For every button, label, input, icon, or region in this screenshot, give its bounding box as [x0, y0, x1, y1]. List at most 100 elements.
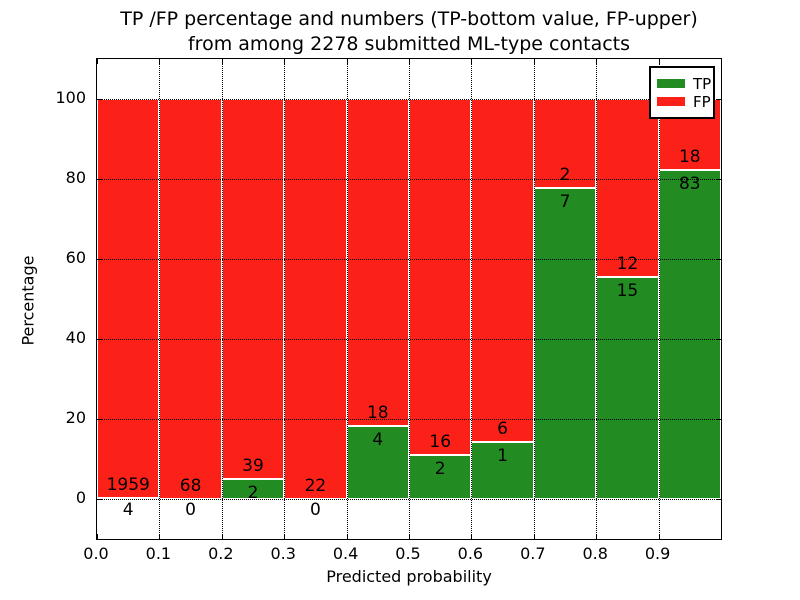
x-tick-mark-top — [97, 59, 98, 64]
y-tick-mark-right — [716, 339, 721, 340]
x-tick-label: 0.1 — [145, 544, 172, 563]
x-tick-mark — [346, 534, 348, 539]
plot-inner: 1959 4 68 0 39 2 22 0 18 4 16 2 6 1 2 7 12 15 18 83 TP FP — [97, 59, 721, 539]
x-tick-label: 0.9 — [644, 544, 671, 563]
tp-count-label: 0 — [309, 500, 321, 520]
x-tick-label: 0.0 — [83, 544, 109, 563]
fp-count-label: 39 — [242, 456, 264, 477]
x-tick-mark-top — [159, 59, 161, 64]
tp-count-label: 4 — [122, 500, 134, 520]
y-tick-mark-right — [716, 179, 721, 180]
vertical-gridline — [409, 59, 410, 539]
tp-count-label: 83 — [678, 174, 701, 195]
fp-legend-swatch — [657, 97, 685, 106]
tp-count-label: 2 — [434, 458, 446, 479]
bar-segment-tp — [533, 187, 597, 499]
legend: TP FP — [649, 66, 715, 119]
x-axis-label: Predicted probability — [326, 567, 492, 586]
bar-segment-tp — [409, 454, 472, 499]
tp-legend-label: TP — [693, 74, 712, 93]
vertical-gridline — [533, 59, 535, 539]
x-tick-mark-top — [658, 59, 660, 64]
x-tick-mark — [533, 534, 535, 539]
x-tick-mark-top — [409, 59, 410, 64]
tp-count-label: 1 — [497, 445, 508, 466]
vertical-gridline — [284, 59, 286, 539]
bar-segment-tp — [471, 441, 534, 499]
y-tick-label: 0 — [75, 488, 86, 507]
x-tick-mark-top — [284, 59, 286, 64]
y-tick-mark-right — [716, 99, 721, 100]
y-tick-mark-right — [716, 419, 721, 420]
y-tick-label: 40 — [65, 328, 86, 347]
y-tick-label: 80 — [65, 168, 86, 187]
x-tick-mark-top — [533, 59, 535, 64]
x-tick-label: 0.3 — [270, 544, 296, 563]
bar-segment-fp — [409, 99, 472, 455]
fp-count-label: 12 — [616, 253, 639, 274]
chart-title-line2: from among 2278 submitted ML-type contac… — [187, 33, 631, 55]
legend-row-tp: TP — [657, 75, 713, 92]
bar-segment-fp — [97, 99, 160, 499]
vertical-gridline — [471, 59, 473, 539]
x-tick-mark-top — [221, 59, 223, 64]
x-tick-mark-top — [596, 59, 598, 64]
y-tick-mark-right — [716, 259, 721, 260]
y-axis-label: Percentage — [18, 255, 38, 346]
y-tick-mark — [97, 99, 102, 100]
bar-segment-fp — [346, 99, 409, 427]
x-tick-mark — [658, 534, 660, 539]
fp-count-label: 18 — [366, 403, 389, 424]
x-tick-label: 0.6 — [457, 544, 484, 563]
horizontal-gridline — [97, 499, 721, 500]
y-tick-label: 20 — [65, 408, 86, 427]
tp-count-label: 2 — [247, 483, 259, 504]
horizontal-gridline — [97, 419, 721, 420]
y-tick-mark-right — [716, 499, 721, 500]
fp-count-label: 18 — [678, 147, 701, 168]
x-tick-mark — [409, 534, 410, 539]
vertical-gridline — [159, 59, 161, 539]
fp-legend-label: FP — [693, 92, 711, 111]
fp-count-label: 68 — [179, 476, 202, 496]
x-tick-label: 0.2 — [208, 544, 234, 563]
vertical-gridline — [658, 59, 660, 539]
bar-segment-fp — [596, 99, 659, 277]
bar-segment-fp — [159, 99, 222, 499]
fp-count-label: 2 — [559, 164, 571, 185]
fp-count-label: 22 — [304, 476, 327, 496]
bar-segment-tp — [658, 170, 721, 499]
x-tick-mark — [596, 534, 598, 539]
chart-title: TP /FP percentage and numbers (TP-bottom… — [9, 7, 800, 57]
x-tick-label: 0.7 — [520, 544, 546, 563]
y-tick-label: 100 — [55, 88, 86, 107]
x-tick-label: 0.8 — [582, 544, 608, 563]
tp-count-label: 4 — [372, 430, 384, 451]
x-tick-mark — [284, 534, 286, 539]
tp-count-label: 7 — [559, 191, 571, 212]
horizontal-gridline — [97, 339, 721, 340]
x-tick-mark-top — [471, 59, 473, 64]
y-tick-mark — [97, 419, 102, 420]
bar-segment-tp — [596, 276, 659, 499]
bar-segment-fp — [284, 99, 347, 499]
vertical-gridline — [596, 59, 598, 539]
legend-row-fp: FP — [657, 93, 713, 110]
tp-count-label: 0 — [185, 500, 196, 520]
bar-segment-fp — [471, 99, 534, 442]
y-tick-mark — [97, 499, 102, 500]
tp-legend-swatch — [657, 79, 685, 88]
vertical-gridline — [221, 59, 223, 539]
y-tick-mark — [97, 259, 102, 260]
chart-title-line1: TP /FP percentage and numbers (TP-bottom… — [120, 8, 698, 30]
fp-count-label: 6 — [497, 418, 508, 439]
y-tick-mark — [97, 179, 102, 180]
x-tick-label: 0.4 — [332, 544, 359, 563]
x-tick-mark — [221, 534, 223, 539]
x-tick-label: 0.5 — [395, 544, 421, 563]
fp-count-label: 16 — [429, 431, 452, 452]
x-tick-mark — [159, 534, 161, 539]
horizontal-gridline — [97, 259, 721, 260]
x-tick-mark — [471, 534, 473, 539]
